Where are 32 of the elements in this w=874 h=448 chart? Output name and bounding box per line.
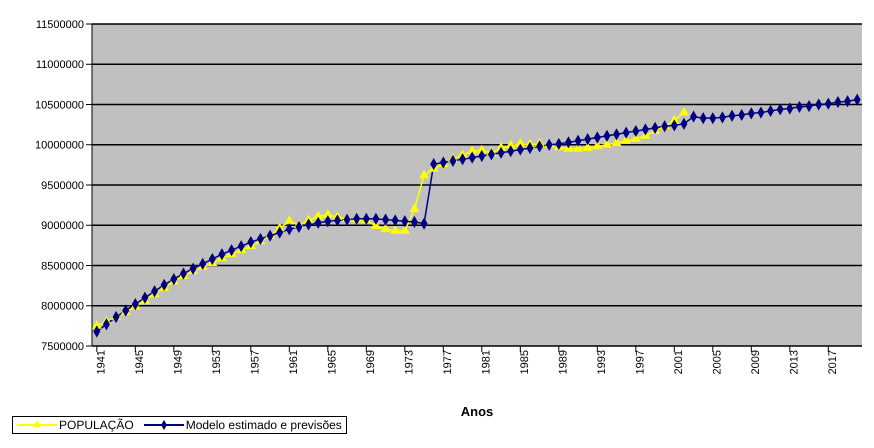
x-tick-label: 1941 (96, 350, 108, 374)
x-tick-label: 2009 (750, 350, 762, 374)
y-tick-label: 8000000 (41, 300, 84, 313)
x-tick-label: 2017 (827, 350, 840, 374)
x-tick-label: 1965 (326, 350, 339, 374)
x-tick-label: 1973 (404, 350, 416, 374)
x-tick-label: 2001 (673, 350, 686, 374)
x-tick-label: 2005 (712, 350, 724, 374)
x-tick-label: 1949 (172, 350, 185, 374)
legend-label: POPULAÇÃO (59, 418, 134, 432)
x-axis-title: Anos (460, 404, 494, 419)
x-tick-label: 1977 (442, 350, 454, 374)
y-tick-label: 9500000 (41, 180, 84, 192)
y-tick-label: 11500000 (36, 18, 84, 31)
x-tick-label: 1953 (211, 350, 224, 374)
x-tick-label: 1993 (596, 350, 608, 374)
x-tick-label: 1969 (365, 350, 378, 374)
x-tick-label: 1985 (519, 350, 532, 374)
x-tick-label: 1961 (288, 350, 300, 374)
y-tick-label: 9000000 (41, 220, 84, 232)
y-tick-label: 11000000 (36, 59, 84, 72)
y-tick-label: 8500000 (41, 260, 84, 272)
x-tick-label: 1957 (250, 350, 262, 374)
y-tick-label: 7500000 (41, 340, 84, 353)
x-tick-label: 1981 (480, 350, 493, 374)
y-tick-label: 10500000 (35, 99, 84, 112)
x-tick-label: 1989 (558, 350, 570, 374)
x-tick-label: 1997 (634, 350, 647, 374)
x-tick-label: 1945 (134, 350, 146, 374)
x-tick-label: 2013 (788, 350, 801, 374)
legend-label: Modelo estimado e previsões (186, 418, 342, 432)
y-tick-label: 10000000 (35, 140, 84, 152)
